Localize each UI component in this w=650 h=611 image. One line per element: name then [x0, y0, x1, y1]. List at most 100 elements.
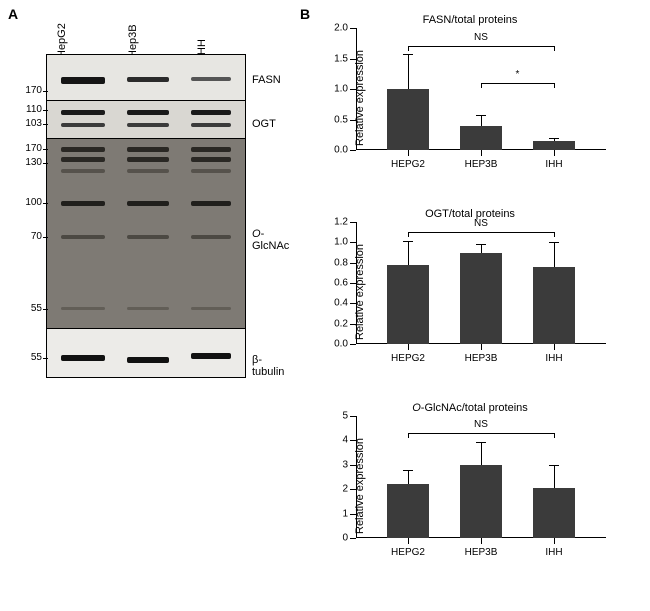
mw-marker: 55 [14, 352, 42, 363]
error-bar [408, 471, 409, 484]
y-tick-label: 1.2 [324, 217, 348, 228]
band [61, 307, 105, 310]
y-tick-label: 0.0 [324, 145, 348, 156]
band [127, 77, 169, 82]
y-tick [350, 242, 356, 243]
error-bar [554, 243, 555, 266]
y-tick [350, 416, 356, 417]
y-axis-label: Relative expression [354, 50, 366, 146]
x-tick [554, 344, 555, 350]
y-tick [350, 489, 356, 490]
y-tick-label: 0 [324, 533, 348, 544]
band [61, 355, 105, 361]
y-tick-label: 2.0 [324, 23, 348, 34]
error-cap [403, 54, 413, 55]
panel-b: FASN/total proteinsRelative expression0.… [300, 6, 640, 606]
x-tick [481, 538, 482, 544]
x-tick-label: HEP3B [465, 547, 498, 558]
chart-title: OGT/total proteins [310, 208, 630, 220]
blot-label-o-glcnac: O-GlcNAc [252, 228, 289, 252]
blot-β-tubulin [47, 329, 245, 377]
band [61, 157, 105, 162]
plot-area: Relative expression0.00.51.01.52.0HEPG2H… [356, 28, 606, 168]
band [61, 235, 105, 239]
panel-a-label: A [8, 6, 18, 22]
band [127, 157, 169, 162]
y-tick [350, 59, 356, 60]
y-tick [350, 222, 356, 223]
band [61, 201, 105, 206]
y-axis-label: Relative expression [354, 438, 366, 534]
band [127, 123, 169, 127]
y-tick-label: 1.0 [324, 237, 348, 248]
x-tick-label: IHH [545, 159, 562, 170]
blot-ogt [47, 101, 245, 139]
sig-bracket [481, 83, 554, 84]
y-tick-label: 0.4 [324, 298, 348, 309]
y-tick-label: 0.8 [324, 257, 348, 268]
sig-bracket-drop [554, 232, 555, 237]
bar [387, 484, 429, 538]
band [191, 201, 231, 206]
mw-marker: 170 [14, 85, 42, 96]
sig-bracket [408, 46, 554, 47]
band [127, 235, 169, 239]
chart-title: O-GlcNAc/total proteins [310, 402, 630, 414]
x-tick-label: HEP3B [465, 159, 498, 170]
sig-text: NS [474, 419, 488, 430]
band [127, 147, 169, 152]
bar [460, 126, 502, 150]
y-tick [350, 344, 356, 345]
blot-label-fasn: FASN [252, 74, 281, 86]
band [191, 353, 231, 359]
error-bar [554, 139, 555, 141]
error-cap [549, 242, 559, 243]
mw-marker: 110 [14, 104, 42, 115]
x-tick-label: HEP3B [465, 353, 498, 364]
bar [460, 253, 502, 345]
y-tick-label: 0.6 [324, 278, 348, 289]
y-tick-label: 4 [324, 435, 348, 446]
sig-bracket [408, 433, 554, 434]
blot-label-β-tubulin: β-tubulin [252, 354, 284, 378]
band [191, 307, 231, 310]
error-bar [481, 245, 482, 252]
y-tick [350, 514, 356, 515]
y-tick-label: 1.5 [324, 53, 348, 64]
band [191, 147, 231, 152]
y-tick [350, 150, 356, 151]
sig-bracket-drop [408, 232, 409, 237]
sig-text: NS [474, 218, 488, 229]
x-tick [481, 344, 482, 350]
sig-bracket-drop [554, 433, 555, 438]
mw-marker: 100 [14, 197, 42, 208]
x-tick-label: HEPG2 [391, 547, 425, 558]
y-tick-label: 1.0 [324, 84, 348, 95]
sig-text: NS [474, 32, 488, 43]
x-tick [554, 538, 555, 544]
y-tick-label: 3 [324, 459, 348, 470]
error-cap [549, 465, 559, 466]
y-tick [350, 303, 356, 304]
x-tick [554, 150, 555, 156]
mw-marker: 170 [14, 143, 42, 154]
x-tick [408, 538, 409, 544]
y-axis-label: Relative expression [354, 244, 366, 340]
sig-bracket-drop [554, 83, 555, 88]
band [191, 110, 231, 115]
error-bar [554, 466, 555, 488]
x-tick [408, 344, 409, 350]
y-tick-label: 1 [324, 508, 348, 519]
sig-text: * [516, 69, 520, 80]
error-cap [549, 138, 559, 139]
band [61, 147, 105, 152]
y-tick [350, 324, 356, 325]
lane-labels: HepG2 Hep3B IHH [50, 18, 245, 30]
y-tick-label: 0.5 [324, 114, 348, 125]
lane-label: Hep3B [127, 24, 139, 58]
x-tick-label: IHH [545, 353, 562, 364]
x-tick [481, 150, 482, 156]
bar [533, 267, 575, 344]
sig-bracket-drop [408, 433, 409, 438]
bar [533, 488, 575, 538]
